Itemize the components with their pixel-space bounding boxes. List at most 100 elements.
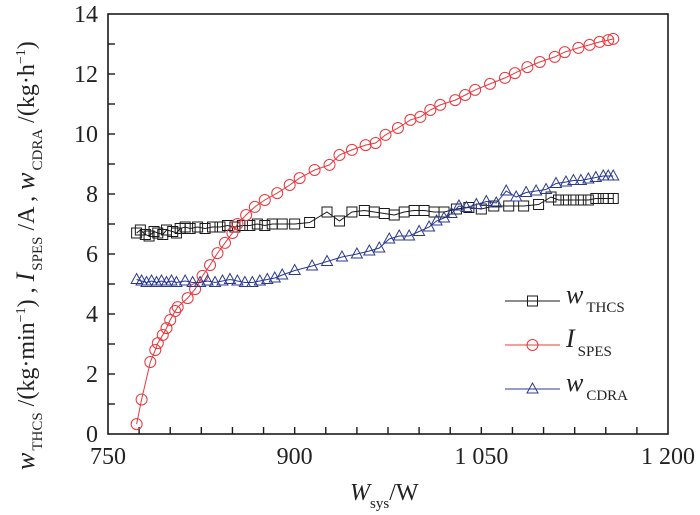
legend-item: I SPES xyxy=(505,324,612,360)
data-point xyxy=(144,356,157,368)
data-point xyxy=(391,122,404,134)
y-axis-title-sup: −1 xyxy=(14,49,29,64)
data-point xyxy=(574,173,588,185)
y-axis-title-sub: SPES xyxy=(30,237,46,271)
data-point xyxy=(459,89,472,101)
x-axis-title-main: W xyxy=(350,480,372,506)
data-point xyxy=(549,176,563,188)
y-axis-label: wTHCS /(kg·min−1) , ISPES /A , wCDRA /(k… xyxy=(11,41,46,470)
data-point xyxy=(382,231,396,244)
data-point xyxy=(293,172,306,185)
data-point xyxy=(199,223,211,234)
legend-marker xyxy=(527,295,538,307)
data-point xyxy=(223,272,237,284)
data-point xyxy=(460,200,473,212)
data-point xyxy=(607,193,619,204)
y-axis-title: wTHCS /(kg·min−1) , ISPES /A , wCDRA /(k… xyxy=(11,41,46,470)
legend-label: w CDRA xyxy=(566,368,628,404)
data-point xyxy=(131,227,143,239)
data-point xyxy=(218,236,231,249)
x-tick-label: 1 200 xyxy=(641,444,695,470)
data-point xyxy=(519,185,533,197)
data-point xyxy=(362,243,376,256)
y-axis-title-sup: −1 xyxy=(14,307,29,322)
data-point xyxy=(320,254,334,266)
series-w-cdra xyxy=(130,168,620,287)
data-point xyxy=(259,220,271,231)
data-point xyxy=(509,189,523,202)
data-point xyxy=(240,209,253,221)
legend-marker xyxy=(526,339,539,351)
data-point xyxy=(260,272,274,284)
series-layer xyxy=(130,32,620,431)
data-point xyxy=(567,194,579,206)
data-point xyxy=(231,218,244,230)
data-point xyxy=(169,305,182,317)
data-point xyxy=(558,46,571,59)
y-tick-label: 4 xyxy=(86,302,98,328)
data-point xyxy=(359,139,372,152)
y-tick-label: 8 xyxy=(86,182,98,208)
data-point xyxy=(503,200,515,212)
legend-label-sub: SPES xyxy=(578,344,612,360)
x-tick-label: 1 050 xyxy=(454,444,508,470)
y-axis-title-unit: /A , xyxy=(14,190,40,237)
data-point xyxy=(582,171,595,184)
data-point xyxy=(231,273,244,286)
data-point xyxy=(184,223,196,234)
data-point xyxy=(248,200,261,213)
data-point xyxy=(333,149,346,161)
data-point xyxy=(335,249,349,262)
data-point xyxy=(238,275,252,287)
series-w-thcs xyxy=(131,191,619,242)
data-point xyxy=(529,183,543,196)
data-point xyxy=(216,273,229,286)
y-axis-title-main: I xyxy=(11,271,40,282)
data-point xyxy=(469,83,482,96)
x-axis-title: Wsys/W xyxy=(350,480,419,512)
data-point xyxy=(244,220,256,231)
y-tick-label: 12 xyxy=(74,62,98,88)
data-point xyxy=(193,275,207,287)
y-axis-title-unit: /(kg·min xyxy=(14,322,40,412)
data-point xyxy=(606,168,620,181)
axis-ticks: 750 900 1 050 1 200 0 2 4 6 8 10 12 14 xyxy=(74,2,695,470)
data-point xyxy=(208,275,222,287)
series-line xyxy=(136,38,614,425)
data-point xyxy=(369,137,382,149)
legend-label-main: w xyxy=(566,280,584,309)
data-point xyxy=(226,227,239,239)
data-point xyxy=(229,221,241,233)
y-axis-title-main: w xyxy=(11,172,40,190)
x-tick-label: 750 xyxy=(90,444,126,470)
data-point xyxy=(333,215,345,227)
data-point xyxy=(189,283,202,296)
data-point xyxy=(275,267,289,280)
data-point xyxy=(214,221,226,233)
legend-item: w THCS xyxy=(505,280,625,316)
x-tick-label: 900 xyxy=(277,444,313,470)
data-point xyxy=(160,322,173,335)
data-point xyxy=(548,50,561,63)
legend-label-sub: CDRA xyxy=(586,388,628,404)
data-point xyxy=(449,94,462,107)
data-point xyxy=(148,226,160,237)
y-tick-label: 10 xyxy=(74,122,98,148)
data-point xyxy=(178,273,192,286)
data-point xyxy=(305,258,319,271)
data-point xyxy=(181,292,194,305)
data-point xyxy=(130,272,143,284)
data-point xyxy=(479,194,493,206)
legend-marker xyxy=(526,381,539,394)
data-point xyxy=(567,173,580,185)
data-point xyxy=(424,104,437,116)
data-point xyxy=(470,197,483,209)
data-point xyxy=(160,275,173,287)
data-point xyxy=(308,164,321,176)
data-point xyxy=(489,195,503,208)
data-point xyxy=(130,418,143,431)
data-point xyxy=(140,275,153,287)
data-point xyxy=(593,35,606,48)
